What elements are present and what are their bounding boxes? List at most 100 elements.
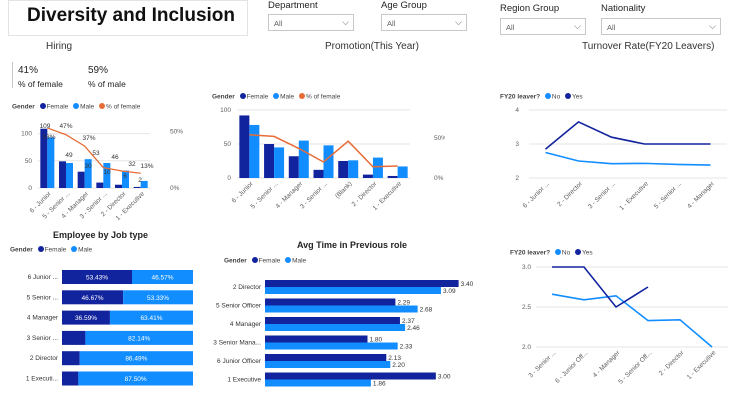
data-label-female: 3.40 — [461, 281, 474, 288]
bar-female — [265, 280, 459, 287]
kpi-female-label: % of female — [18, 79, 63, 89]
bar-male — [274, 147, 285, 178]
category-label: 3 Senior ... — [27, 335, 59, 342]
bar-female — [265, 298, 396, 306]
legend-fy20-label: FY20 leaver? — [500, 93, 541, 101]
data-label: 53% — [42, 134, 55, 141]
turnover-title: Turnover Rate(FY20 Leavers) — [582, 41, 715, 52]
y-tick-label: 4 — [515, 107, 519, 114]
category-label: 2 Director — [233, 284, 262, 291]
filter-nationality-dropdown[interactable]: All ⌵ — [601, 18, 721, 35]
x-tick-label: (Blank) — [334, 180, 354, 200]
legend-female-dot — [251, 257, 258, 263]
bar-male — [397, 166, 408, 178]
legend-yes-dot — [575, 249, 582, 255]
legend-yes: Yes — [572, 93, 583, 101]
promotion-title: Promotion(This Year) — [325, 41, 419, 52]
legend-gender-label: Gender — [212, 93, 235, 101]
data-label-male: 2.68 — [420, 307, 433, 314]
data-label-female: 36.59% — [75, 315, 97, 322]
legend-male: Male — [280, 93, 295, 101]
y2-tick-label: 0% — [434, 175, 444, 182]
legend-pct-female: % of female — [105, 103, 141, 111]
bar-male — [47, 137, 55, 188]
filter-age-group-dropdown[interactable]: All ⌵ — [381, 14, 467, 31]
x-tick-label: 6 - Junior ... — [522, 180, 551, 209]
data-label-male: 87.50% — [125, 376, 147, 383]
category-label: 4 Manager — [230, 321, 262, 328]
category-label: 1 Executive — [227, 377, 261, 384]
filter-age-group-label: Age Group — [381, 0, 427, 11]
data-label: 46 — [111, 154, 119, 161]
data-label-female: 1.80 — [370, 337, 383, 344]
bar-male — [122, 170, 129, 188]
chevron-down-icon: ⌵ — [574, 21, 581, 31]
bar-male — [265, 324, 406, 331]
filter-department-dropdown[interactable]: All ⌵ — [268, 14, 354, 31]
category-label: 2 Director — [30, 355, 59, 362]
category-label: 6 Junior ... — [28, 274, 59, 281]
legend-male-dot — [273, 93, 280, 99]
legend-female: Female — [46, 103, 69, 111]
data-label-male: 82.14% — [128, 335, 150, 342]
data-label-male: 2.46 — [407, 325, 420, 332]
data-label: 32 — [128, 161, 136, 168]
line-yes — [544, 120, 711, 150]
category-label: 5 Senior Officer — [216, 303, 262, 310]
legend-gender-label: Gender — [224, 257, 247, 265]
bar-female — [265, 354, 387, 361]
bar-male — [265, 287, 441, 294]
bar-male — [348, 160, 359, 178]
kpi-male-value: 59% — [88, 65, 109, 76]
y-tick-label: 100 — [21, 131, 32, 138]
data-label: 37% — [82, 135, 95, 142]
category-label: 1 Executi... — [26, 376, 58, 383]
employee-by-job-title: Employee by Job type — [53, 230, 149, 240]
bar-male — [66, 162, 73, 188]
legend-female-dot — [39, 103, 46, 109]
category-label: 3 Senior Mana... — [213, 340, 261, 347]
line-yes — [552, 266, 649, 309]
bar-male — [265, 342, 398, 350]
promotion-legend: Gender Female Male % of female — [212, 93, 340, 101]
kpi-divider — [12, 62, 13, 88]
bar-female — [77, 171, 85, 188]
bar-female — [265, 335, 368, 343]
x-tick-label: 3 - Senior ... — [587, 180, 617, 210]
legend-yes-dot — [565, 93, 572, 99]
y2-tick-label: 50% — [170, 128, 183, 135]
bar-female — [387, 175, 398, 178]
bar-male — [140, 180, 148, 188]
x-tick-label: 6 - Junior — [231, 180, 256, 205]
x-tick-label: 3 - Senior ... — [527, 349, 557, 379]
x-tick-label: 4 - Manager — [686, 180, 716, 210]
filter-department-label: Department — [268, 0, 318, 11]
data-label: 30 — [84, 163, 92, 170]
bar-male — [103, 162, 111, 188]
legend-gender-label: Gender — [12, 103, 35, 111]
bar-female — [62, 290, 124, 305]
data-label-female: 2.29 — [397, 300, 410, 307]
data-label-male: 63.41% — [140, 315, 162, 322]
data-label-male: 2.33 — [400, 344, 413, 351]
avg-time-chart: 2 Director 3.40 3.09 5 Senior Officer 2.29 2.… — [213, 280, 474, 388]
filter-department-value: All — [274, 19, 283, 28]
data-label: 49 — [65, 152, 73, 159]
bar-male — [265, 379, 371, 387]
legend-male: Male — [78, 246, 93, 254]
bar-male — [265, 361, 391, 368]
y-tick-label: 0 — [227, 175, 231, 182]
y-tick-label: 3 — [515, 141, 519, 148]
y-tick-label: 0 — [28, 185, 32, 192]
filter-region-group-dropdown[interactable]: All ⌵ — [500, 18, 586, 35]
bar-male — [249, 124, 260, 178]
legend-no-dot — [554, 249, 561, 255]
bar-female — [313, 169, 324, 178]
x-tick-label: 2 - Director — [556, 180, 584, 208]
legend-female-dot — [37, 246, 44, 252]
bar-female — [265, 317, 400, 324]
x-tick-label: 4 - Manager — [592, 349, 622, 379]
y2-tick-label: 0% — [170, 185, 180, 192]
avg-time-title: Avg Time in Previous role — [297, 240, 408, 250]
legend-male-dot — [71, 246, 78, 252]
